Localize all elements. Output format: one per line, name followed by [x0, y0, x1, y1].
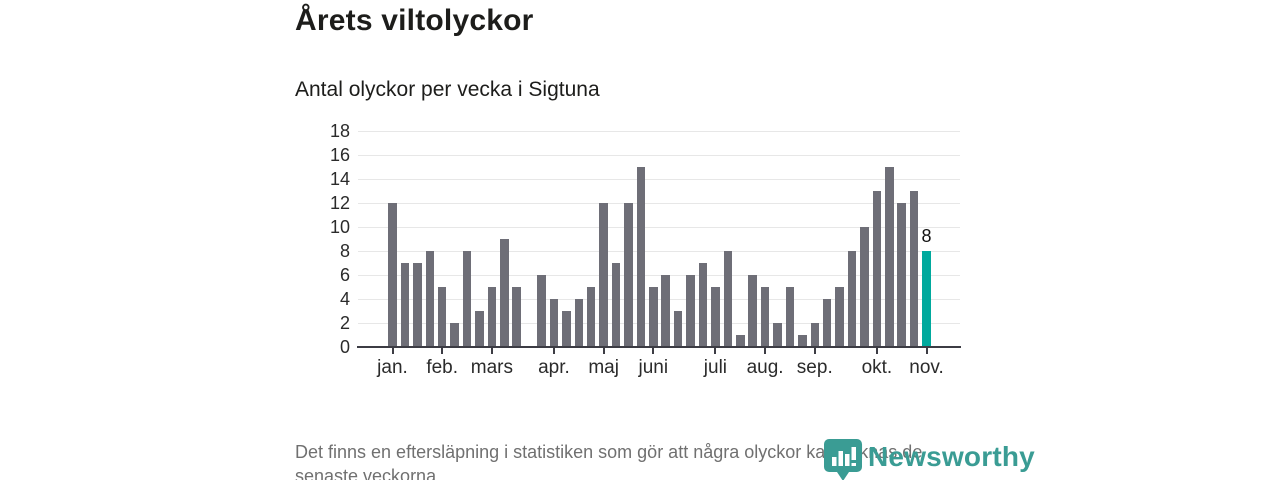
x-tick-maj: [602, 348, 605, 354]
y-axis-label-8: 8: [339, 241, 350, 261]
bar-week-15: [562, 311, 571, 347]
footnote: Det finns en eftersläpning i statistiken…: [295, 440, 922, 480]
y-axis-label-6: 6: [339, 265, 350, 285]
x-axis-label-aug: aug.: [746, 357, 784, 378]
bar-week-20: [624, 203, 633, 347]
bar-week-11: [512, 287, 521, 347]
bar-week-35: [810, 323, 820, 347]
bar-week-30: [748, 275, 757, 347]
y-axis-label-18: 18: [329, 121, 350, 141]
y-axis-label-0: 0: [339, 337, 350, 357]
bar-week-1: [388, 203, 397, 347]
bar-week-21: [636, 167, 646, 347]
gridline-y-10: [358, 226, 960, 228]
gridline-y-2: [358, 322, 960, 324]
x-axis-label-nov: nov.: [909, 357, 944, 378]
x-axis-label-juli: juli: [703, 357, 728, 378]
highlight-value-label: 8: [921, 226, 932, 246]
bar-week-7: [462, 251, 472, 347]
bar-week-27: [711, 287, 720, 347]
x-tick-jan: [391, 348, 394, 354]
y-axis-label-14: 14: [329, 169, 350, 189]
y-axis-label-12: 12: [329, 193, 350, 213]
bar-week-6: [450, 323, 459, 347]
x-tick-feb: [441, 348, 444, 354]
bar-week-37: [835, 287, 844, 347]
bar-week-40: [872, 191, 882, 347]
gridline-y-18: [358, 130, 960, 132]
x-tick-juli: [714, 348, 717, 354]
chart-subtitle: Antal olyckor per vecka i Sigtuna: [295, 78, 600, 101]
bar-week-2: [400, 263, 410, 347]
x-axis-label-jan: jan.: [377, 357, 408, 378]
gridline-y-8: [358, 250, 960, 252]
bar-week-41: [885, 167, 894, 347]
bar-week-22: [649, 287, 658, 347]
bar-week-16: [574, 299, 584, 347]
gridline-y-16: [358, 154, 960, 156]
bar-week-26: [698, 263, 708, 347]
bar-week-36: [822, 299, 832, 347]
gridline-y-6: [358, 274, 960, 276]
y-axis-label-16: 16: [329, 145, 350, 165]
newsworthy-wordmark: Newsworthy: [868, 441, 1035, 472]
bar-week-28: [723, 251, 733, 347]
bar-week-4: [425, 251, 434, 347]
x-tick-aug: [764, 348, 767, 354]
bar-week-23: [661, 275, 670, 347]
x-axis-label-apr: apr.: [538, 357, 570, 378]
bar-week-24: [673, 311, 683, 347]
x-axis-label-juni: juni: [638, 357, 669, 378]
y-axis-label-10: 10: [329, 217, 350, 237]
bar-week-38: [847, 251, 857, 347]
bar-week-3: [413, 263, 422, 347]
bar-week-33: [785, 287, 795, 347]
x-axis-line: [357, 346, 961, 348]
bar-chart: 0 2 4 6 8 10 12 14 16 18 jan. feb. mars apr. maj juni ju…: [330, 121, 961, 378]
bar-week-19: [611, 263, 621, 347]
bar-week-29: [736, 335, 745, 347]
bar-week-current: [922, 251, 931, 347]
bar-week-8: [475, 311, 484, 347]
x-tick-apr: [552, 348, 555, 354]
y-axis-label-4: 4: [339, 289, 350, 309]
newsworthy-pin-icon: [824, 439, 862, 480]
x-axis-label-mars: mars: [470, 357, 513, 378]
gridline-y-12: [358, 202, 960, 204]
bar-week-25: [686, 275, 695, 347]
x-axis-label-feb: feb.: [426, 357, 459, 378]
x-axis-label-sep: sep.: [796, 357, 833, 378]
bar-week-34: [798, 335, 807, 347]
bar-week-9: [487, 287, 497, 347]
y-axis-label-2: 2: [339, 313, 350, 333]
bar-week-5: [437, 287, 447, 347]
bar-week-31: [760, 287, 770, 347]
bar-week-10: [500, 239, 509, 347]
x-tick-okt: [875, 348, 878, 354]
bar-week-13: [537, 275, 546, 347]
x-tick-sep: [813, 348, 816, 354]
x-tick-juni: [652, 348, 655, 354]
x-tick-nov: [925, 348, 928, 354]
bar-week-14: [549, 299, 559, 347]
bar-week-43: [909, 191, 919, 347]
footnote-line-2: senaste veckorna.: [295, 466, 442, 480]
newsworthy-logo: Newsworthy: [824, 439, 1035, 480]
x-tick-mars: [490, 348, 493, 354]
bar-week-17: [586, 287, 596, 347]
gridline-y-14: [358, 178, 960, 180]
footnote-line-1: Det finns en eftersläpning i statistiken…: [295, 442, 923, 462]
bar-week-32: [773, 323, 782, 347]
page-title: Årets viltolyckor: [295, 4, 534, 37]
bar-week-18: [599, 203, 608, 347]
bar-week-39: [860, 227, 869, 347]
x-axis-label-maj: maj: [588, 357, 619, 378]
gridline-y-4: [358, 298, 960, 300]
bar-week-42: [897, 203, 906, 347]
x-axis-label-okt: okt.: [861, 357, 893, 378]
